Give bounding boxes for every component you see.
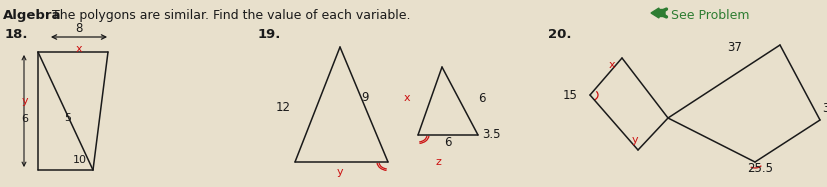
Text: 6: 6: [22, 114, 28, 124]
Text: 37: 37: [727, 41, 742, 53]
Text: y: y: [22, 96, 28, 106]
Text: 10: 10: [73, 155, 87, 165]
Text: 18.: 18.: [5, 28, 28, 41]
Text: Algebra: Algebra: [3, 9, 61, 22]
Text: 8: 8: [75, 22, 83, 35]
Text: z: z: [434, 157, 441, 167]
Text: 12: 12: [275, 100, 290, 114]
Text: 20.: 20.: [547, 28, 571, 41]
Text: 25.5: 25.5: [746, 162, 772, 174]
Text: x: x: [404, 93, 410, 103]
Text: 3: 3: [821, 102, 827, 114]
Text: See Problem: See Problem: [670, 9, 748, 22]
Text: 9: 9: [361, 91, 368, 103]
Text: y: y: [337, 167, 343, 177]
Text: x: x: [608, 60, 614, 70]
Text: 6: 6: [478, 91, 485, 105]
Text: The polygons are similar. Find the value of each variable.: The polygons are similar. Find the value…: [52, 9, 410, 22]
Text: x: x: [75, 44, 82, 54]
Text: 3.5: 3.5: [481, 128, 500, 142]
Text: 6: 6: [444, 137, 452, 149]
FancyArrow shape: [650, 8, 664, 18]
Text: 19.: 19.: [258, 28, 281, 41]
Text: 15: 15: [562, 88, 577, 102]
Text: 5: 5: [65, 113, 71, 123]
Text: y: y: [631, 135, 638, 145]
